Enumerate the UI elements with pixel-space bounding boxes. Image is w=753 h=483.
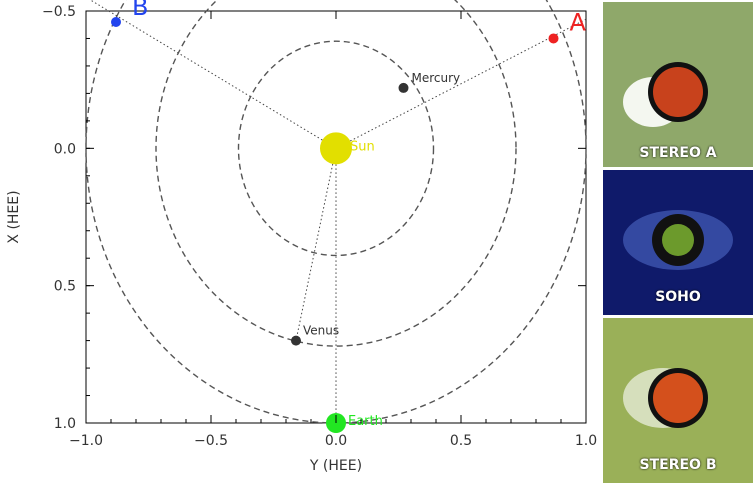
body-label-a: A — [570, 8, 587, 36]
y-tick-label: −0.5 — [42, 4, 76, 20]
stereo-b-image — [603, 318, 753, 483]
soho-label: SOHO — [655, 289, 701, 305]
line-to-a — [335, 18, 587, 149]
stereo-a-panel: STEREO A — [603, 2, 753, 167]
x-axis-label: Y (HEE) — [309, 458, 362, 474]
body-venus — [291, 335, 301, 346]
x-tick-label: 0.5 — [450, 433, 472, 449]
orbit-plot: Sun Mercury Venus Earth A B −1.0 −0.5 0.0 0.5 1.0… — [6, 0, 597, 474]
body-label-venus: Venus — [303, 324, 339, 338]
stereo-b-panel: STEREO B — [603, 318, 753, 483]
stereo-a-label: STEREO A — [639, 145, 717, 161]
y-tick-label: 0.5 — [54, 279, 76, 295]
y-axis-label: X (HEE) — [6, 190, 22, 243]
orbit-mercury — [237, 40, 435, 257]
body-mercury — [398, 82, 409, 93]
y-tick-label: 1.0 — [54, 416, 76, 432]
body-label-sun: Sun — [350, 139, 375, 154]
body-label-mercury: Mercury — [412, 71, 461, 85]
soho-image — [603, 170, 753, 315]
x-tick-label: 0.0 — [325, 433, 347, 449]
orbit-venus — [155, 0, 517, 347]
y-tick-label: 0.0 — [54, 141, 76, 157]
stereo-a-image — [603, 2, 753, 167]
x-tick-label: −0.5 — [194, 433, 228, 449]
orbit-earth — [85, 0, 587, 424]
body-a — [548, 33, 559, 44]
body-sun — [320, 132, 352, 165]
body-b — [111, 16, 121, 27]
x-tick-label: 1.0 — [575, 433, 597, 449]
soho-panel: SOHO — [603, 170, 753, 315]
x-tick-label: −1.0 — [69, 433, 103, 449]
line-to-b — [89, 0, 337, 149]
stereo-b-label: STEREO B — [639, 457, 717, 473]
line-to-venus — [295, 148, 337, 341]
body-label-earth: Earth — [348, 414, 383, 429]
body-label-b: B — [132, 0, 148, 21]
